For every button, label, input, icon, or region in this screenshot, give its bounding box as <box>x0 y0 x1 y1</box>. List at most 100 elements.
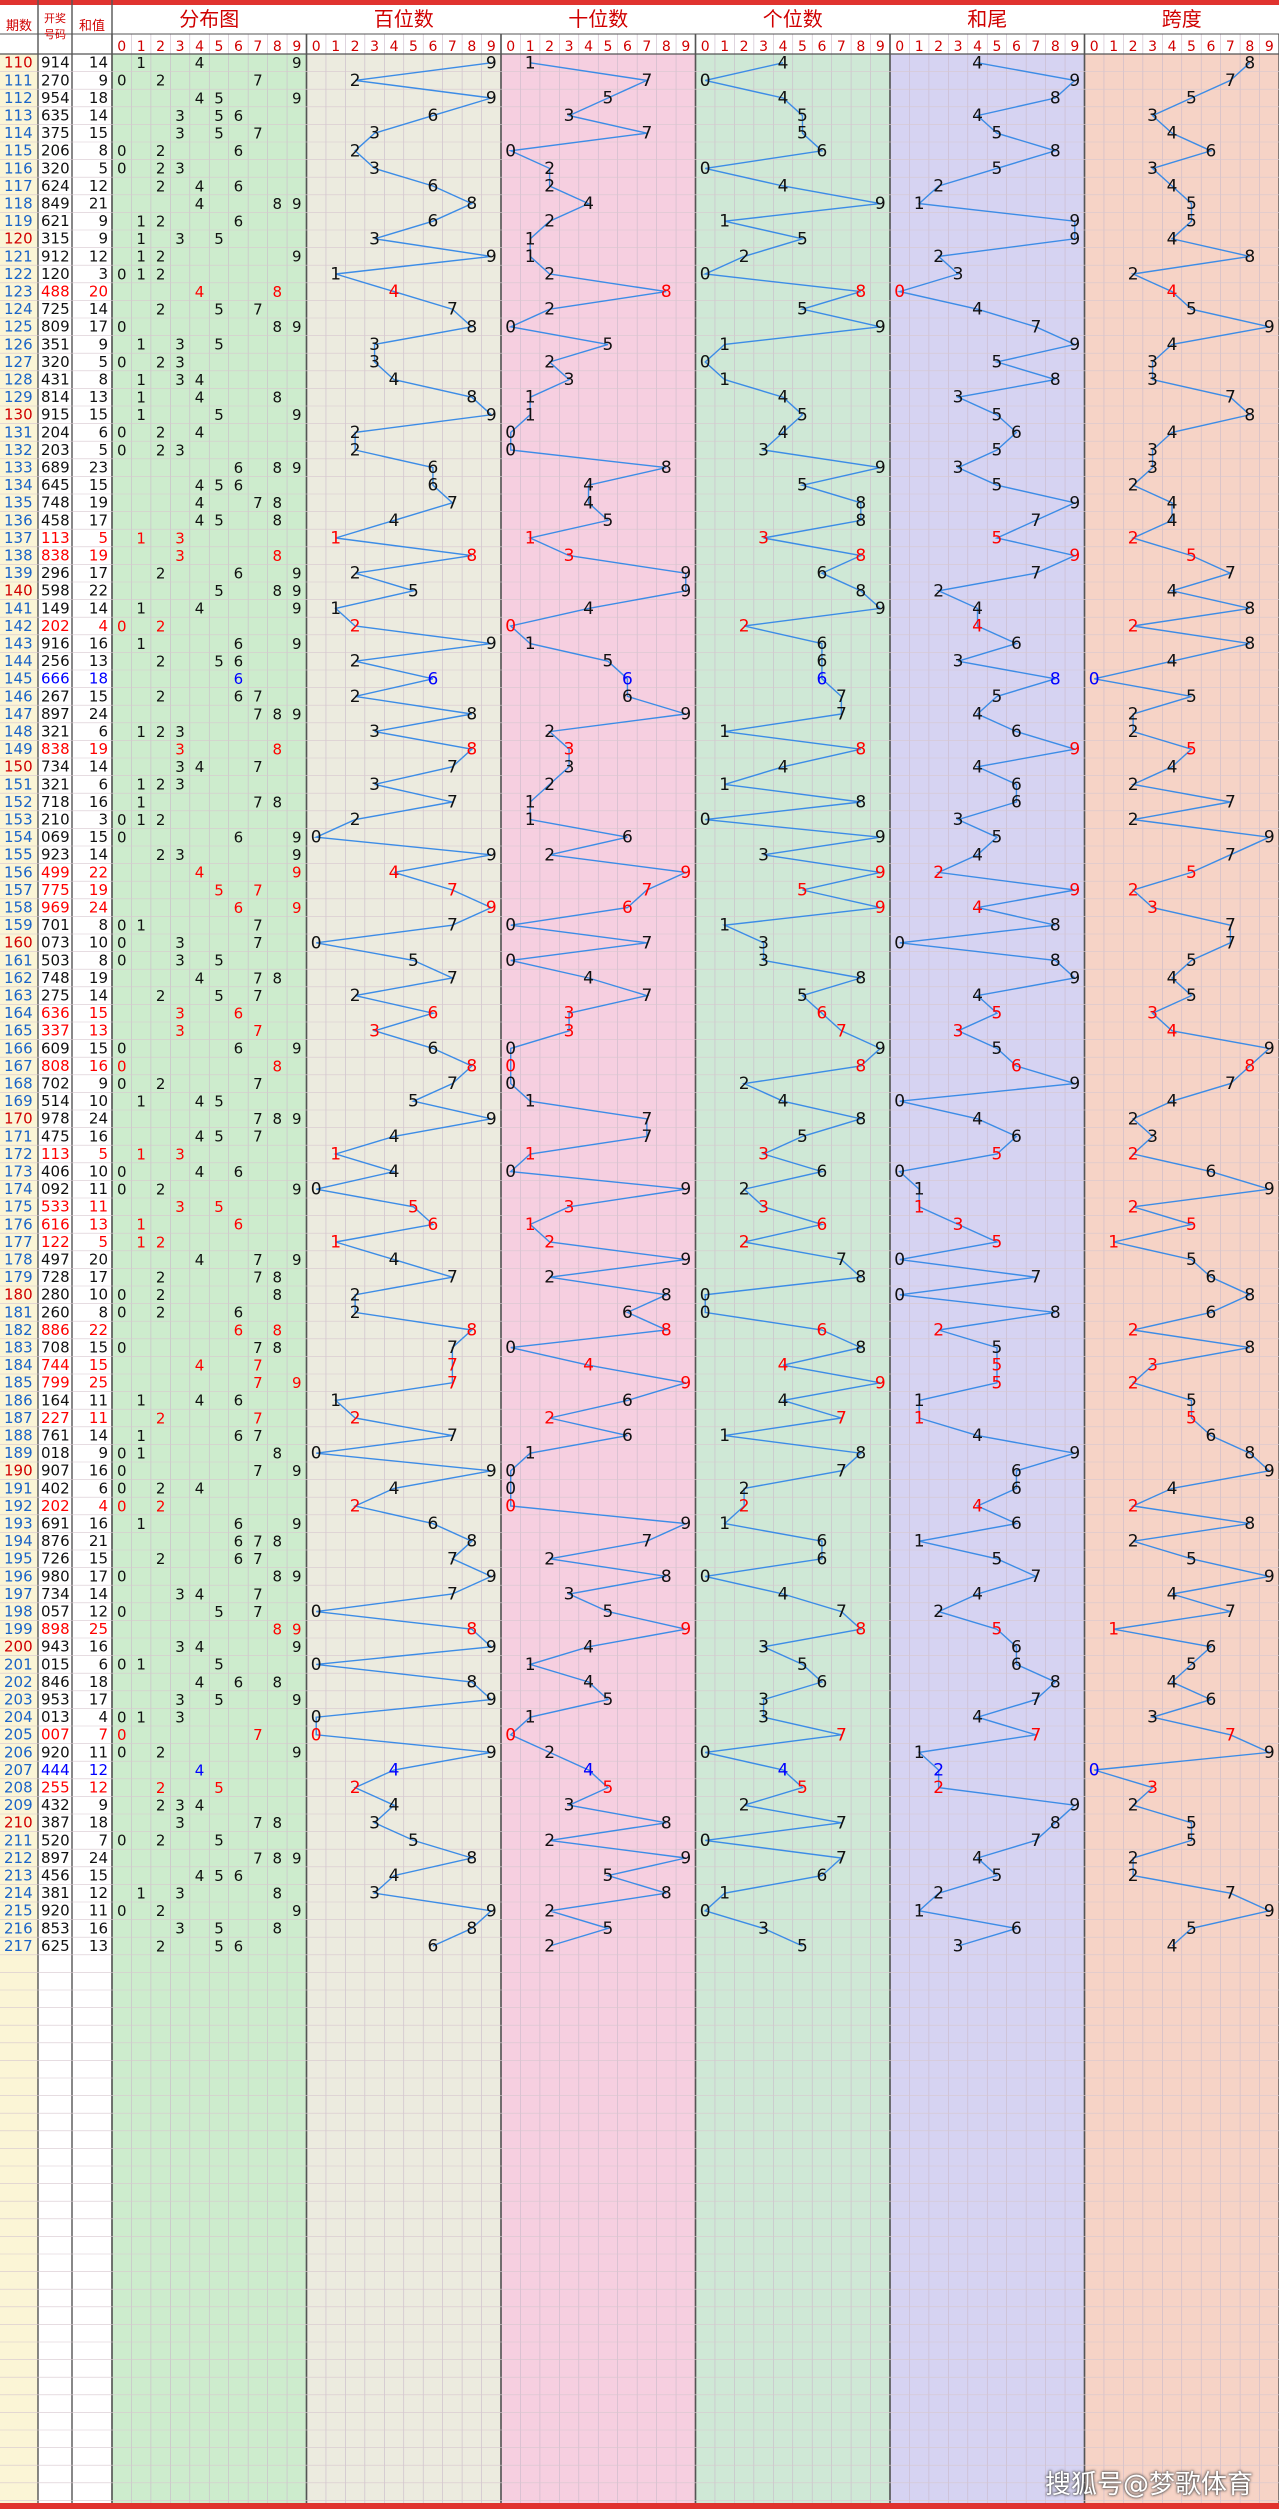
trend-point: 2 <box>544 775 555 795</box>
draw-cell: 915 <box>41 406 70 424</box>
period-cell: 168 <box>4 1075 33 1093</box>
trend-point: 5 <box>992 1145 1003 1165</box>
trend-point: 6 <box>428 177 439 197</box>
distribution-mark: 0 <box>117 1902 127 1920</box>
trend-point: 2 <box>544 722 555 742</box>
period-cell: 187 <box>4 1409 33 1427</box>
draw-cell: 321 <box>41 775 70 793</box>
period-cell: 155 <box>4 846 33 864</box>
header-digit: 1 <box>1109 39 1118 55</box>
trend-point: 8 <box>855 581 866 601</box>
trend-point: 4 <box>1167 581 1178 601</box>
trend-point: 2 <box>350 1303 361 1323</box>
trend-point: 3 <box>758 1637 769 1657</box>
trend-point: 9 <box>1069 71 1080 91</box>
draw-cell: 270 <box>41 71 70 89</box>
distribution-mark: 1 <box>136 635 146 653</box>
trend-point: 5 <box>603 1778 614 1798</box>
distribution-mark: 8 <box>273 582 283 600</box>
period-cell: 162 <box>4 969 33 987</box>
period-cell: 146 <box>4 687 33 705</box>
distribution-mark: 7 <box>253 881 263 899</box>
distribution-mark: 6 <box>234 1673 244 1691</box>
distribution-mark: 6 <box>234 212 244 230</box>
period-cell: 140 <box>4 582 33 600</box>
distribution-mark: 6 <box>234 476 244 494</box>
header-group-5: 跨度 <box>1162 7 1202 31</box>
trend-point: 6 <box>817 1321 828 1341</box>
header-digit: 0 <box>506 39 515 55</box>
distribution-mark: 1 <box>136 1092 146 1110</box>
draw-cell: 406 <box>41 1163 70 1181</box>
trend-point: 3 <box>758 1197 769 1217</box>
header-digit: 7 <box>1031 39 1040 55</box>
trend-point: 4 <box>972 1426 983 1446</box>
distribution-mark: 3 <box>175 1884 185 1902</box>
trend-point: 9 <box>1264 1039 1275 1059</box>
distribution-mark: 5 <box>214 1092 224 1110</box>
header-digit: 0 <box>1090 39 1099 55</box>
draw-cell: 666 <box>41 670 70 688</box>
sum-cell: 13 <box>89 1022 108 1040</box>
trend-point: 7 <box>1225 388 1236 408</box>
trend-point: 8 <box>1050 669 1061 689</box>
trend-point: 7 <box>1225 845 1236 865</box>
trend-point: 2 <box>1128 1497 1139 1517</box>
distribution-mark: 2 <box>156 1180 166 1198</box>
distribution-mark: 5 <box>214 336 224 354</box>
sum-cell: 6 <box>98 723 108 741</box>
trend-point: 1 <box>525 529 536 549</box>
draw-cell: 953 <box>41 1691 70 1709</box>
trend-point: 2 <box>544 265 555 285</box>
trend-point: 9 <box>875 458 886 478</box>
header-digit: 4 <box>584 39 593 55</box>
distribution-mark: 8 <box>273 1268 283 1286</box>
trend-point: 9 <box>680 581 691 601</box>
trend-point: 0 <box>894 1092 905 1112</box>
distribution-mark: 1 <box>136 1392 146 1410</box>
trend-point: 6 <box>622 1391 633 1411</box>
trend-point: 9 <box>1069 546 1080 566</box>
header-digit: 8 <box>662 39 671 55</box>
trend-point: 4 <box>389 1127 400 1147</box>
period-cell: 156 <box>4 863 33 881</box>
trend-point: 4 <box>778 1356 789 1376</box>
trend-point: 3 <box>758 1708 769 1728</box>
period-cell: 120 <box>4 230 33 248</box>
distribution-mark: 0 <box>117 1568 127 1586</box>
distribution-mark: 2 <box>156 1075 166 1093</box>
distribution-mark: 4 <box>195 1585 205 1603</box>
distribution-mark: 0 <box>117 142 127 160</box>
header-digit: 9 <box>1265 39 1274 55</box>
period-cell: 126 <box>4 335 33 353</box>
header-digit: 4 <box>1168 39 1177 55</box>
sum-cell: 14 <box>89 54 108 72</box>
distribution-mark: 4 <box>195 476 205 494</box>
trend-point: 1 <box>914 1532 925 1552</box>
trend-point: 8 <box>1244 634 1255 654</box>
distribution-mark: 0 <box>117 318 127 336</box>
trend-point: 8 <box>855 793 866 813</box>
distribution-mark: 9 <box>292 195 302 213</box>
header-digit: 3 <box>565 39 574 55</box>
trend-point: 5 <box>408 1197 419 1217</box>
trend-point: 6 <box>1011 1919 1022 1939</box>
trend-point: 6 <box>622 687 633 707</box>
trend-point: 7 <box>1225 564 1236 584</box>
trend-point: 4 <box>1167 1585 1178 1605</box>
trend-point: 4 <box>1167 1937 1178 1957</box>
draw-cell: 402 <box>41 1479 70 1497</box>
distribution-mark: 6 <box>234 564 244 582</box>
trend-point: 2 <box>544 1268 555 1288</box>
trend-point: 9 <box>486 1109 497 1129</box>
distribution-mark: 0 <box>117 1462 127 1480</box>
header-digit: 3 <box>954 39 963 55</box>
distribution-mark: 1 <box>136 1515 146 1533</box>
sum-cell: 16 <box>89 1515 108 1533</box>
trend-point: 1 <box>719 722 730 742</box>
distribution-mark: 5 <box>214 1867 224 1885</box>
distribution-mark: 7 <box>253 1585 263 1603</box>
distribution-mark: 1 <box>136 248 146 266</box>
trend-point: 0 <box>505 441 516 461</box>
trend-point: 0 <box>894 282 905 302</box>
